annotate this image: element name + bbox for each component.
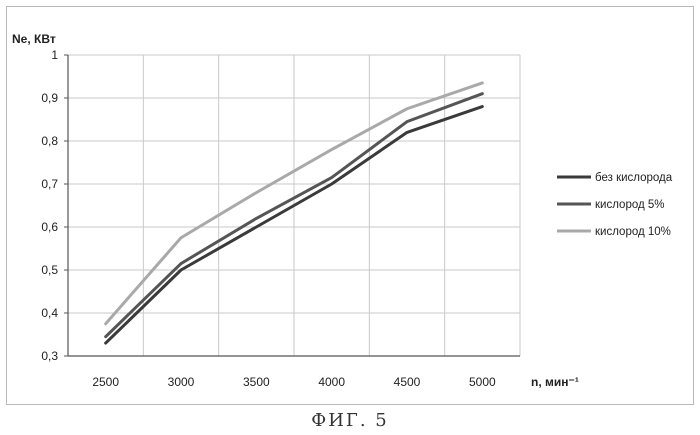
y-tick-label: 0,6	[41, 220, 58, 234]
y-tick-label: 0,4	[41, 306, 58, 320]
legend-label: кислород 10%	[595, 226, 671, 238]
y-axis-ticks: 0,3 0,4 0,5 0,6 0,7 0,8 0,9 1	[41, 48, 58, 363]
legend-label: без кислорода	[595, 172, 673, 184]
figure-caption: ФИГ. 5	[0, 410, 700, 431]
x-tick-label: 3500	[243, 375, 270, 389]
x-axis-ticks: 2500 3000 3500 4000 4500 5000	[92, 375, 496, 389]
x-axis-label: n, мин⁻¹	[531, 375, 579, 389]
x-tick-label: 2500	[92, 375, 119, 389]
y-tick-label: 0,5	[41, 263, 58, 277]
y-axis-label: Ne, КВт	[12, 32, 56, 46]
y-tick-label: 0,9	[41, 91, 58, 105]
x-tick-label: 4000	[318, 375, 345, 389]
y-tick-label: 0,7	[41, 177, 58, 191]
legend-label: кислород 5%	[595, 199, 665, 211]
x-tick-label: 4500	[394, 375, 421, 389]
x-tick-label: 5000	[469, 375, 496, 389]
y-tick-label: 0,3	[41, 349, 58, 363]
y-tick-label: 1	[51, 48, 58, 62]
y-tick-label: 0,8	[41, 134, 58, 148]
legend: без кислорода кислород 5% кислород 10%	[557, 172, 673, 238]
x-tick-label: 3000	[168, 375, 195, 389]
